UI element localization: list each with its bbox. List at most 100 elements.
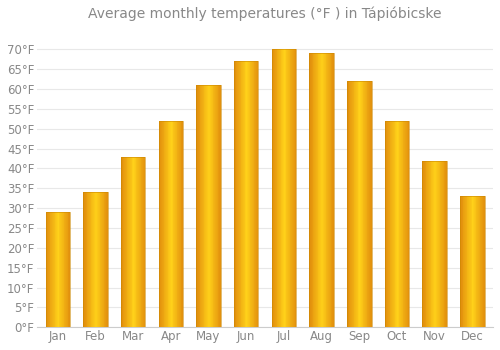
Bar xyxy=(68,212,70,327)
Bar xyxy=(54,212,56,327)
Bar xyxy=(178,121,179,327)
Bar xyxy=(274,49,275,327)
Bar xyxy=(315,53,316,327)
Bar xyxy=(384,121,409,327)
Bar xyxy=(48,212,49,327)
Bar xyxy=(440,161,441,327)
Bar xyxy=(358,81,360,327)
Bar xyxy=(219,85,220,327)
Bar xyxy=(461,196,462,327)
Bar xyxy=(369,81,370,327)
Bar xyxy=(364,81,365,327)
Bar xyxy=(436,161,437,327)
Bar xyxy=(179,121,180,327)
Bar xyxy=(128,156,129,327)
Bar xyxy=(294,49,296,327)
Bar xyxy=(350,81,351,327)
Bar xyxy=(319,53,320,327)
Bar xyxy=(158,121,160,327)
Bar xyxy=(398,121,400,327)
Bar xyxy=(234,61,235,327)
Bar xyxy=(322,53,323,327)
Bar xyxy=(197,85,198,327)
Bar xyxy=(143,156,144,327)
Bar xyxy=(199,85,200,327)
Bar xyxy=(279,49,280,327)
Bar xyxy=(355,81,356,327)
Bar xyxy=(198,85,199,327)
Bar xyxy=(422,161,447,327)
Bar xyxy=(136,156,138,327)
Bar xyxy=(175,121,176,327)
Bar xyxy=(125,156,126,327)
Bar xyxy=(210,85,211,327)
Bar xyxy=(182,121,183,327)
Bar xyxy=(165,121,166,327)
Bar xyxy=(392,121,393,327)
Bar xyxy=(400,121,401,327)
Bar xyxy=(422,161,423,327)
Bar xyxy=(333,53,334,327)
Bar xyxy=(290,49,292,327)
Bar xyxy=(276,49,278,327)
Bar xyxy=(239,61,240,327)
Bar xyxy=(215,85,216,327)
Bar xyxy=(477,196,478,327)
Bar xyxy=(57,212,58,327)
Bar xyxy=(104,192,106,327)
Bar xyxy=(121,156,122,327)
Bar xyxy=(446,161,447,327)
Bar xyxy=(250,61,251,327)
Bar xyxy=(158,121,183,327)
Bar xyxy=(161,121,162,327)
Bar xyxy=(275,49,276,327)
Bar xyxy=(168,121,169,327)
Bar xyxy=(442,161,443,327)
Bar xyxy=(352,81,353,327)
Bar xyxy=(49,212,50,327)
Bar xyxy=(469,196,470,327)
Bar xyxy=(207,85,208,327)
Bar xyxy=(138,156,139,327)
Bar xyxy=(426,161,428,327)
Bar xyxy=(204,85,206,327)
Bar xyxy=(407,121,408,327)
Bar xyxy=(405,121,406,327)
Bar xyxy=(139,156,140,327)
Bar xyxy=(310,53,334,327)
Bar xyxy=(318,53,319,327)
Bar xyxy=(404,121,405,327)
Bar xyxy=(470,196,472,327)
Bar xyxy=(283,49,284,327)
Bar xyxy=(202,85,203,327)
Bar xyxy=(253,61,254,327)
Bar xyxy=(328,53,329,327)
Bar xyxy=(311,53,312,327)
Bar xyxy=(368,81,369,327)
Bar xyxy=(464,196,465,327)
Bar xyxy=(408,121,409,327)
Bar xyxy=(257,61,258,327)
Bar xyxy=(169,121,170,327)
Bar xyxy=(106,192,107,327)
Bar xyxy=(323,53,324,327)
Bar xyxy=(278,49,279,327)
Bar xyxy=(316,53,318,327)
Bar xyxy=(468,196,469,327)
Bar xyxy=(64,212,65,327)
Bar xyxy=(98,192,99,327)
Bar xyxy=(196,85,221,327)
Bar xyxy=(167,121,168,327)
Bar xyxy=(406,121,407,327)
Bar xyxy=(94,192,96,327)
Bar xyxy=(234,61,258,327)
Bar xyxy=(397,121,398,327)
Bar xyxy=(351,81,352,327)
Bar xyxy=(428,161,429,327)
Bar xyxy=(88,192,89,327)
Bar xyxy=(394,121,396,327)
Bar xyxy=(329,53,330,327)
Bar xyxy=(325,53,326,327)
Bar xyxy=(462,196,464,327)
Bar xyxy=(214,85,215,327)
